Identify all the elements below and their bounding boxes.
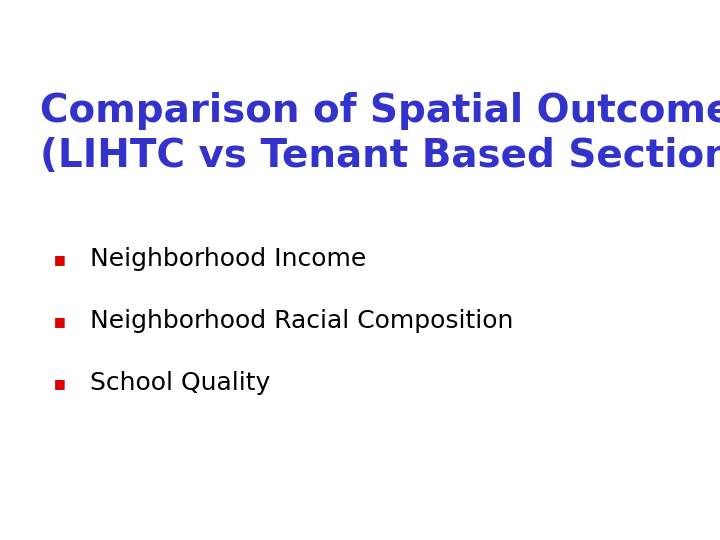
- Text: ■: ■: [54, 377, 66, 390]
- Text: ■: ■: [54, 253, 66, 266]
- Text: School Quality: School Quality: [90, 372, 270, 395]
- Text: ■: ■: [54, 315, 66, 328]
- Text: Comparison of Spatial Outcomes
(LIHTC vs Tenant Based Section 8): Comparison of Spatial Outcomes (LIHTC vs…: [40, 92, 720, 176]
- Text: Neighborhood Income: Neighborhood Income: [90, 247, 366, 271]
- Text: Neighborhood Racial Composition: Neighborhood Racial Composition: [90, 309, 513, 333]
